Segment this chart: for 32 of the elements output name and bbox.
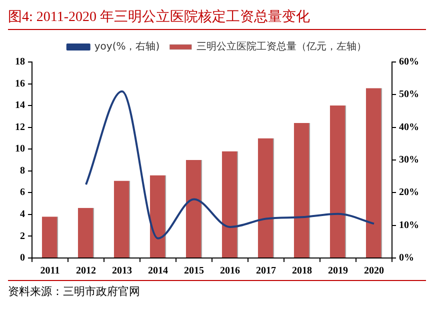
chart-title: 图4: 2011-2020 年三明公立医院核定工资总量变化 bbox=[8, 8, 426, 30]
y-tick-label: 18 bbox=[15, 56, 25, 68]
y-tick-label: 0 bbox=[20, 252, 25, 264]
y2-tick-label: 20% bbox=[399, 187, 419, 198]
y-tick-label: 4 bbox=[20, 209, 25, 220]
y-tick-label: 8 bbox=[20, 165, 25, 176]
x-tick-label: 2019 bbox=[328, 266, 348, 277]
x-tick-label: 2013 bbox=[112, 266, 132, 277]
x-tick-label: 2014 bbox=[148, 266, 168, 277]
x-tick-label: 2015 bbox=[184, 266, 204, 277]
y-tick-label: 12 bbox=[15, 122, 25, 133]
y2-tick-label: 10% bbox=[399, 220, 419, 231]
x-tick-label: 2016 bbox=[220, 266, 240, 277]
y2-tick-label: 30% bbox=[399, 154, 419, 166]
y-tick-label: 6 bbox=[20, 187, 25, 198]
legend-label: 三明公立医院工资总量（亿元，左轴） bbox=[196, 40, 367, 53]
y-tick-label: 16 bbox=[15, 78, 25, 90]
y2-tick-label: 60% bbox=[399, 56, 419, 68]
y-tick-label: 14 bbox=[15, 100, 25, 112]
x-tick-label: 2012 bbox=[76, 266, 96, 277]
x-tick-label: 2017 bbox=[256, 266, 276, 277]
y2-tick-label: 0% bbox=[399, 252, 414, 264]
line-series bbox=[85, 90, 375, 240]
y-tick-label: 2 bbox=[20, 230, 25, 242]
x-tick-label: 2018 bbox=[292, 266, 312, 277]
y2-tick-label: 40% bbox=[399, 122, 419, 133]
x-tick-label: 2020 bbox=[364, 266, 384, 277]
y2-tick-label: 50% bbox=[399, 89, 419, 100]
x-tick-label: 2011 bbox=[40, 266, 60, 277]
y-tick-label: 10 bbox=[15, 144, 25, 155]
text: 资料来源：三明市政府官网 bbox=[8, 284, 141, 299]
legend-label: yoy(%，右轴) bbox=[94, 40, 160, 53]
